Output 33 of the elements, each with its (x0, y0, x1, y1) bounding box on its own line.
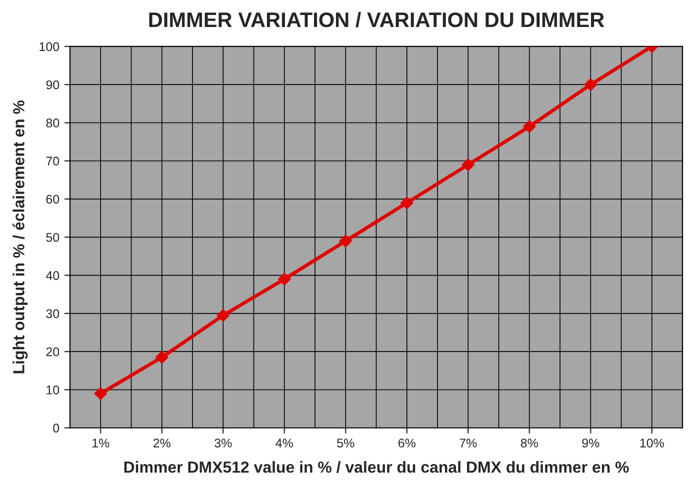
x-tick-label: 2% (153, 438, 170, 448)
x-tick-label: 3% (214, 438, 232, 448)
y-tick-label: 80 (46, 118, 60, 128)
x-tick-label: 4% (276, 438, 293, 448)
y-tick-label: 0 (53, 424, 60, 433)
y-tick-label: 30 (46, 309, 60, 318)
y-tick-label: 70 (46, 156, 60, 166)
y-tick-label: 50 (46, 232, 60, 242)
point (522, 120, 536, 133)
y-tick-label: 40 (46, 271, 60, 280)
point (216, 308, 230, 322)
point (155, 350, 168, 364)
x-tick-label: 9% (582, 438, 600, 448)
y-tick-label: 10 (46, 386, 60, 394)
y-tick-label: 90 (46, 80, 60, 90)
y-tick-label: 100 (40, 42, 60, 52)
x-tick-label: 8% (520, 438, 538, 448)
point (400, 196, 414, 210)
point (94, 387, 108, 400)
x-tick-label: 6% (398, 438, 416, 448)
x-tick-label: 7% (460, 438, 477, 448)
point (278, 272, 291, 286)
y-axis-title: Light output in % / éclairement en % (12, 100, 28, 374)
point (584, 78, 598, 92)
x-tick-label: 1% (92, 438, 110, 448)
x-axis-title: Dimmer DMX512 value in % / valeur du canal DMX du dimmer en % (124, 461, 629, 473)
point (462, 158, 475, 172)
y-tick-label: 20 (46, 347, 60, 356)
point (339, 234, 352, 248)
chart-title: DIMMER VARIATION / VARIATION DU DIMMER (149, 12, 604, 28)
x-tick-label: 5% (337, 438, 354, 448)
y-tick-label: 60 (46, 194, 60, 204)
x-tick-label: 10% (640, 438, 664, 448)
